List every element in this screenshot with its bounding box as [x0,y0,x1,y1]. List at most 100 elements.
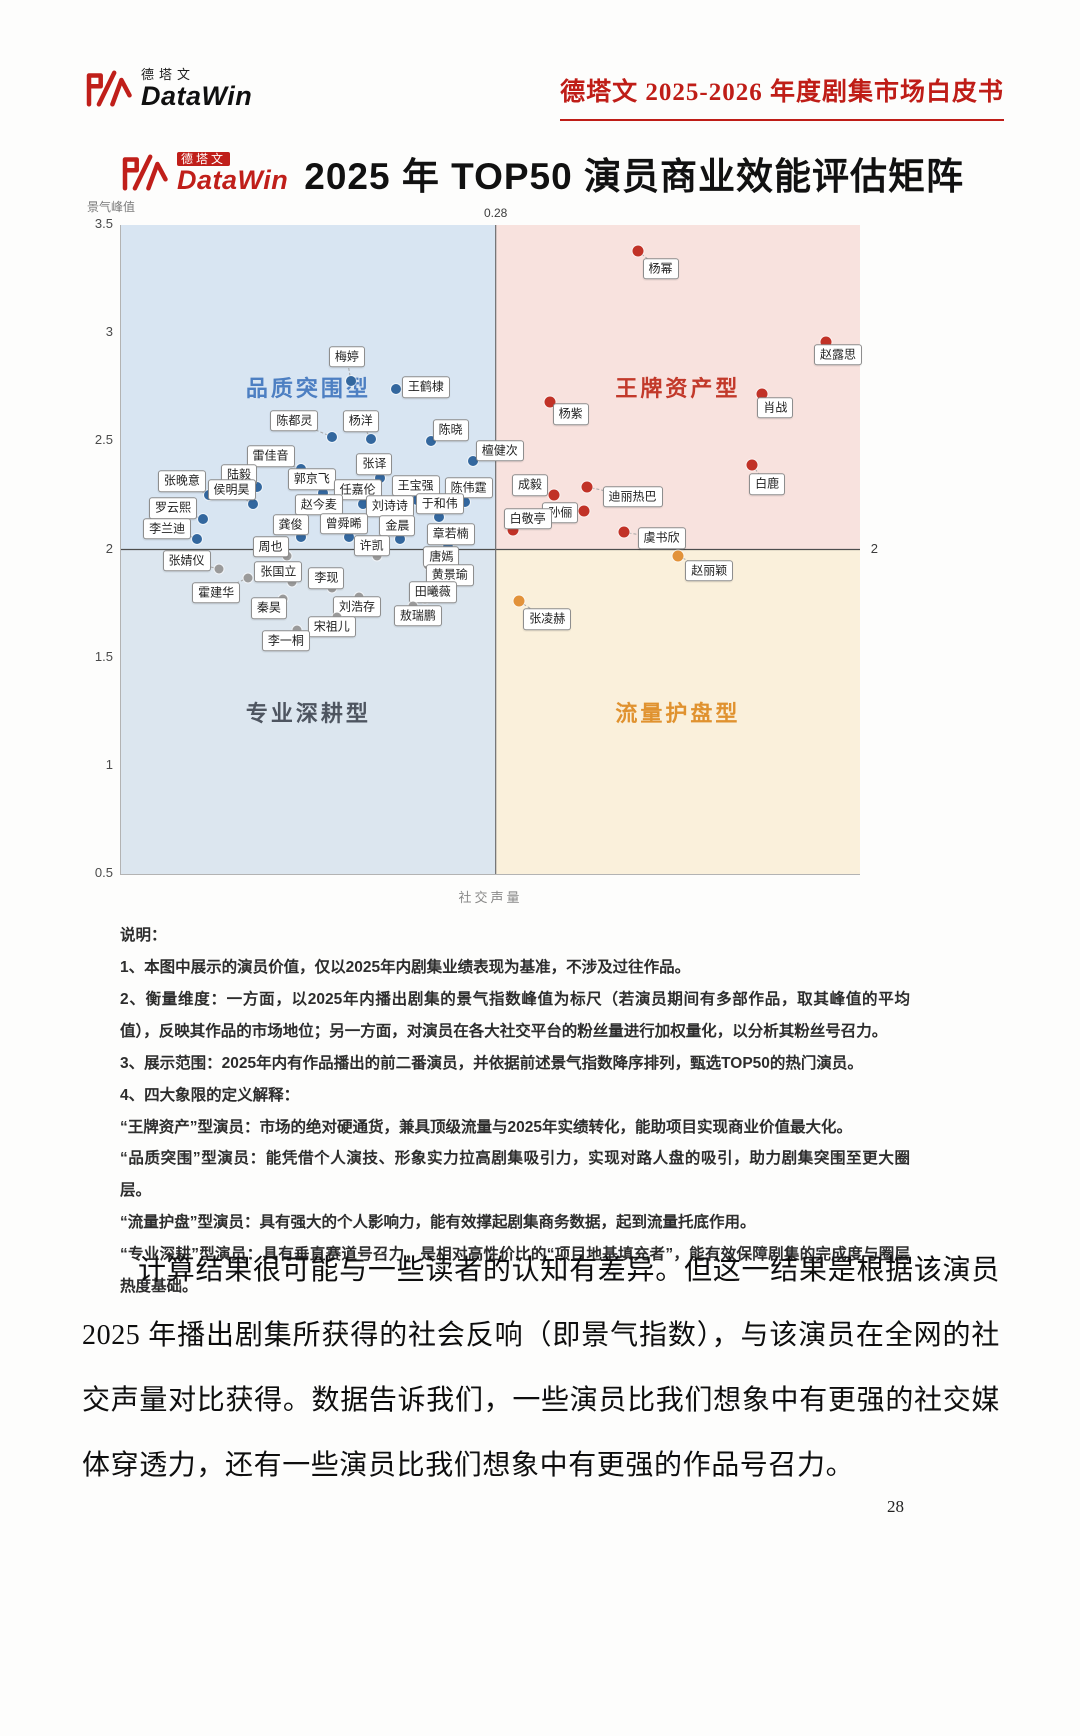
notes-list: 1、本图中展示的演员价值，仅以2025年内剧集业绩表现为基准，不涉及过往作品。 2… [120,952,910,1303]
point-label-白敬亭: 白敬亭 [503,508,552,530]
point-label-赵今麦: 赵今麦 [294,494,343,516]
quadrant-label-top-right: 王牌资产型 [615,376,741,402]
data-point-陈晓 [425,436,436,447]
data-point-陈都灵 [327,432,338,442]
point-label-梅婷: 梅婷 [328,346,365,368]
y-tick-label: 1 [105,756,113,772]
data-point-赵露思 [820,336,832,348]
data-point-虞书欣 [618,526,630,538]
chart-lines-layer [121,225,860,874]
point-label-白鹿: 白鹿 [749,473,786,495]
note-line: “流量护盘”型演员：具有强大的个人影响力，能有效撑起剧集商务数据，起到流量托底作… [120,1214,756,1232]
note-line: “品质突围”型演员：能凭借个人演技、形象实力拉高剧集吸引力，实现对路人盘的吸引，… [120,1150,910,1200]
data-point-孙俪 [578,505,590,517]
data-point-李兰迪 [192,533,203,544]
point-label-雷佳音: 雷佳音 [246,445,295,468]
data-point-曾舜晞 [343,531,354,542]
datawin-logo-icon [122,154,168,191]
data-point-张凌赫 [513,595,525,607]
data-point-陆毅 [251,481,262,492]
data-point-李一桐 [292,625,302,635]
point-label-陈都灵: 陈都灵 [270,410,319,432]
point-label-任嘉伦: 任嘉伦 [333,479,382,501]
y-tick-label: 2 [105,540,113,556]
point-label-李现: 李现 [308,567,345,590]
point-label-陈伟霆: 陈伟霆 [444,477,493,499]
data-point-郭京飞 [317,488,328,499]
point-label-侯明昊: 侯明昊 [207,479,256,501]
note-line: 1、本图中展示的演员价值，仅以2025年内剧集业绩表现为基准，不涉及过往作品。 [120,958,691,976]
y-tick-label: 1.5 [94,648,113,664]
data-point-张译 [375,473,386,484]
data-point-梅婷 [345,375,356,386]
data-point-杨幂 [632,245,644,257]
datawin-logo-chart: 德塔文 DataWin [116,150,288,196]
datawin-logo-text: 德塔文 DataWin [141,68,252,110]
point-label-敖瑞鹏: 敖瑞鹏 [393,605,442,627]
point-label-霍建华: 霍建华 [192,581,241,604]
point-label-张晚意: 张晚意 [157,470,206,493]
data-point-杨洋 [365,434,376,445]
y-tick-label: 3.5 [94,216,113,231]
y-axis-title: 景气峰值 [87,200,136,214]
point-label-张国立: 张国立 [254,561,303,583]
y-tick-label: 0.5 [94,865,113,880]
data-point-于和伟 [433,512,444,523]
note-line: 2、衡量维度：一方面，以2025年内播出剧集的景气指数峰值为标尺（若演员期间有多… [120,990,910,1040]
point-label-赵丽颖: 赵丽颖 [685,560,734,582]
point-label-张婧仪: 张婧仪 [162,550,211,572]
header-title: 德塔文 2025-2026 年度剧集市场白皮书 [560,72,1004,121]
data-point-肖战 [756,388,768,400]
point-label-刘浩存: 刘浩存 [332,596,381,618]
quadrant-label-bottom-left: 专业深耕型 [245,700,371,726]
data-point-檀健次 [467,455,478,466]
point-label-龚俊: 龚俊 [272,513,309,536]
point-label-章若楠: 章若楠 [426,523,475,546]
divider-value-label: 0.28 [483,206,508,220]
point-label-成毅: 成毅 [512,474,549,497]
point-label-周也: 周也 [252,536,289,558]
page-header: 德塔文 DataWin 德塔文 2025-2026 年度剧集市场白皮书 [80,66,1004,121]
data-point-任嘉伦 [357,499,368,510]
point-label-许凯: 许凯 [353,535,390,557]
notes-section: 说明： 1、本图中展示的演员价值，仅以2025年内剧集业绩表现为基准，不涉及过往… [120,920,910,1303]
data-point-杨紫 [544,396,556,408]
point-label-金晨: 金晨 [379,514,416,537]
data-point-金晨 [395,533,406,544]
data-point-成毅 [548,489,560,501]
right-edge-value-label: 2 [870,540,878,556]
data-point-陈伟霆 [459,496,470,507]
point-label-于和伟: 于和伟 [415,493,464,515]
point-label-郭京飞: 郭京飞 [287,468,336,490]
note-line: 4、四大象限的定义解释： [120,1086,300,1104]
plot-area: 景气峰值 社交声量 0.28 2 品质突围型 王牌资产型 专业深耕型 流量护盘型 梅婷王… [87,200,878,905]
logo-cn-label: 德塔文 [141,67,196,82]
point-label-刘诗诗: 刘诗诗 [365,495,414,517]
point-label-李一桐: 李一桐 [261,629,310,652]
x-axis-title: 社交声量 [458,890,523,905]
point-label-曾舜晞: 曾舜晞 [319,512,368,535]
point-label-赵露思: 赵露思 [813,344,863,366]
datawin-logo-icon [86,70,132,107]
point-label-杨洋: 杨洋 [342,410,379,432]
y-tick-label: 2.5 [94,432,113,448]
y-tick-label: 3 [105,324,113,340]
point-label-李兰迪: 李兰迪 [143,517,192,540]
point-label-杨紫: 杨紫 [552,403,589,426]
point-label-檀健次: 檀健次 [475,440,524,462]
quadrant-bottom-left [121,549,496,874]
data-point-迪丽热巴 [581,481,593,493]
point-label-王鹤棣: 王鹤棣 [401,376,450,399]
point-label-罗云熙: 罗云熙 [149,497,198,519]
note-line: “王牌资产”型演员：市场的绝对硬通货，兼具顶级流量与2025年实绩转化，能助项目… [120,1118,852,1136]
data-point-王鹤棣 [390,384,401,395]
point-label-杨幂: 杨幂 [642,258,679,280]
data-point-龚俊 [295,531,306,542]
datawin-logo-text: 德塔文 DataWin [177,151,288,194]
point-label-宋祖儿: 宋祖儿 [307,615,356,638]
data-point-白敬亭 [507,524,519,536]
data-point-霍建华 [243,573,253,583]
point-label-肖战: 肖战 [757,397,794,419]
point-label-张译: 张译 [356,453,393,475]
